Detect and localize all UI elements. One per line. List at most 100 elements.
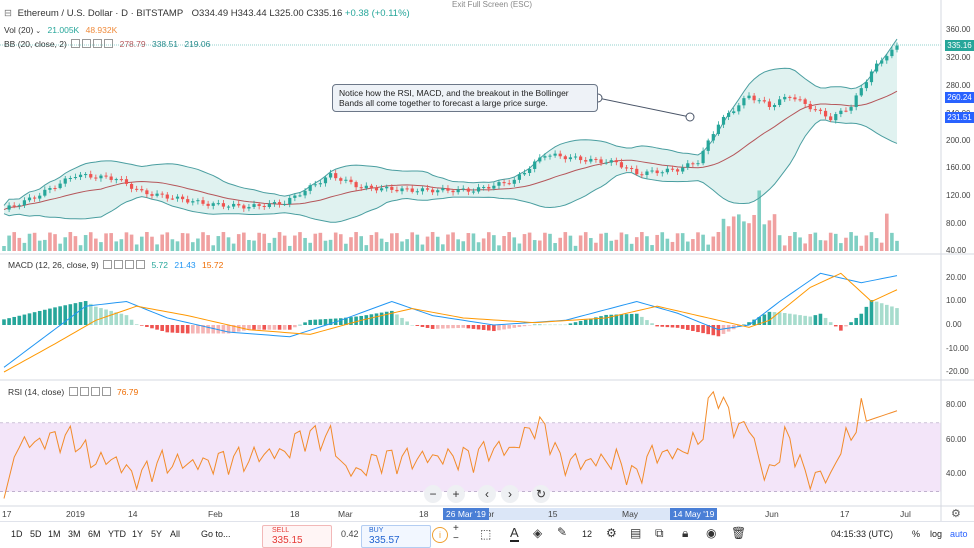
crosshair-icon[interactable]: ⬚ <box>480 527 492 541</box>
clone-icon[interactable]: ⧉ <box>655 526 664 540</box>
volume-bar <box>655 234 659 251</box>
sell-button[interactable]: SELL 335.15 <box>262 525 332 548</box>
more-icon[interactable] <box>101 387 111 396</box>
rsi-label[interactable]: RSI (14, close) <box>8 387 65 397</box>
range-end-marker[interactable]: 14 May '19 <box>670 508 718 520</box>
vol-label[interactable]: Vol (20) <box>4 25 34 35</box>
lock-icon[interactable]: 🔒︎ <box>682 526 689 540</box>
chevron-down-icon[interactable]: ⌄ <box>35 28 42 35</box>
visibility-eye-icon[interactable]: ◉ <box>706 526 717 540</box>
volume-bar <box>634 237 639 251</box>
bb-basis-line <box>3 90 898 211</box>
macd-label[interactable]: MACD (12, 26, close, 9) <box>8 260 99 270</box>
rsi-legend[interactable]: RSI (14, close) 76.79 <box>8 386 138 398</box>
more-icon[interactable] <box>104 39 114 48</box>
range-button-5d[interactable]: 5D <box>30 529 42 539</box>
range-button-1y[interactable]: 1Y <box>132 529 144 539</box>
volume-bar <box>578 235 583 251</box>
range-start-marker[interactable]: 26 Mar '19 <box>443 508 489 520</box>
volume-bar <box>854 235 858 251</box>
eye-icon[interactable] <box>71 39 81 48</box>
volume-bar <box>762 224 767 251</box>
eye-icon[interactable] <box>103 260 113 269</box>
annotation-callout[interactable]: Notice how the RSI, MACD, and the breako… <box>332 84 598 112</box>
range-button-1d[interactable]: 1D <box>11 529 23 539</box>
buy-button[interactable]: BUY 335.57 <box>361 525 431 548</box>
candle-body <box>395 189 399 192</box>
settings-icon[interactable] <box>114 260 124 269</box>
volume-bar <box>384 242 389 251</box>
zoom-minus-icon[interactable]: − <box>453 533 459 544</box>
zoom-out-button[interactable]: − <box>424 485 442 503</box>
goto-button[interactable]: Go to... <box>201 529 231 539</box>
macd-histogram-bar <box>752 319 756 325</box>
macd-histogram-bar <box>573 322 578 325</box>
candle-body <box>323 177 328 184</box>
eye-icon[interactable] <box>68 387 78 396</box>
macd-histogram-bar <box>17 315 22 325</box>
time-tick-label: 18 <box>290 509 300 519</box>
range-button-all[interactable]: All <box>170 529 181 539</box>
font-size-select[interactable]: 12 <box>582 529 593 539</box>
candle-body <box>400 188 404 192</box>
macd-histogram-bar <box>405 321 409 325</box>
fill-color-icon[interactable]: ◈ <box>533 526 543 540</box>
percent-toggle[interactable]: % <box>912 529 921 539</box>
zoom-plus-icon[interactable]: + <box>453 523 459 534</box>
bb-legend[interactable]: BB (20, close, 2) 278.79 338.51 219.06 <box>4 38 210 50</box>
volume-bar <box>160 234 164 251</box>
macd-legend[interactable]: MACD (12, 26, close, 9) 5.72 21.43 15.72 <box>8 259 223 271</box>
range-button-1m[interactable]: 1M <box>48 529 61 539</box>
vol-legend[interactable]: Vol (20) ⌄ 21.005K 48.932K <box>4 24 117 38</box>
candle-body <box>17 205 21 207</box>
auto-toggle[interactable]: auto <box>950 529 968 539</box>
bb-label[interactable]: BB (20, close, 2) <box>4 39 67 49</box>
candle-body <box>155 193 159 196</box>
zoom-in-button[interactable]: + <box>447 485 465 503</box>
trash-icon[interactable]: 🗑︎ <box>731 526 747 540</box>
close-icon[interactable] <box>93 39 103 48</box>
reset-chart-button[interactable]: ↻ <box>532 485 550 503</box>
more-icon[interactable] <box>136 260 146 269</box>
candle-body <box>48 188 52 190</box>
candle-body <box>181 196 185 200</box>
bottom-toolbar: 1D 5D 1M 3M 6M YTD 1Y 5Y All Go to... SELL 335.1… <box>0 521 974 548</box>
range-button-ytd[interactable]: YTD <box>108 529 126 539</box>
volume-bar <box>670 241 675 251</box>
candle-body <box>798 99 802 101</box>
close-icon[interactable] <box>90 387 100 396</box>
volume-bar <box>538 240 542 251</box>
volume-bar <box>788 235 792 251</box>
range-button-5y[interactable]: 5Y <box>151 529 163 539</box>
volume-bar <box>823 240 828 251</box>
collapse-icon[interactable]: ⊟ <box>4 8 12 19</box>
scroll-left-button[interactable]: ‹ <box>478 485 496 503</box>
candle-body <box>262 205 266 207</box>
volume-bar <box>859 245 864 251</box>
chart-canvas[interactable] <box>0 0 974 521</box>
settings-icon[interactable] <box>79 387 89 396</box>
volume-bar <box>731 216 736 251</box>
chart-settings-icon[interactable]: ⚙ <box>951 508 961 520</box>
utc-clock[interactable]: 04:15:33 (UTC) <box>831 529 894 539</box>
macd-tick-label: -10.00 <box>946 344 969 353</box>
text-color-icon[interactable]: A <box>510 525 519 542</box>
close-icon[interactable] <box>125 260 135 269</box>
settings-icon[interactable] <box>82 39 92 48</box>
range-button-3m[interactable]: 3M <box>68 529 81 539</box>
volume-bar <box>492 235 496 251</box>
settings-gear-icon[interactable]: ⚙ <box>606 526 617 540</box>
log-toggle[interactable]: log <box>930 529 943 539</box>
line-color-icon[interactable]: ✎ <box>557 525 568 539</box>
symbol-title[interactable]: Ethereum / U.S. Dollar · D · BITSTAMP <box>17 8 184 19</box>
volume-bar <box>604 232 608 251</box>
candle-body <box>78 174 83 178</box>
info-icon[interactable]: i <box>432 527 448 543</box>
template-icon[interactable]: ▤ <box>630 526 642 540</box>
macd-histogram-bar <box>53 307 57 325</box>
range-button-6m[interactable]: 6M <box>88 529 101 539</box>
volume-bar <box>844 237 848 251</box>
time-axis[interactable]: 17201914Feb18Mar18Apr15MayJun17Jul26 Mar… <box>0 508 941 520</box>
scroll-right-button[interactable]: › <box>501 485 519 503</box>
exit-fullscreen-button[interactable]: Exit Full Screen (ESC) <box>452 0 533 9</box>
